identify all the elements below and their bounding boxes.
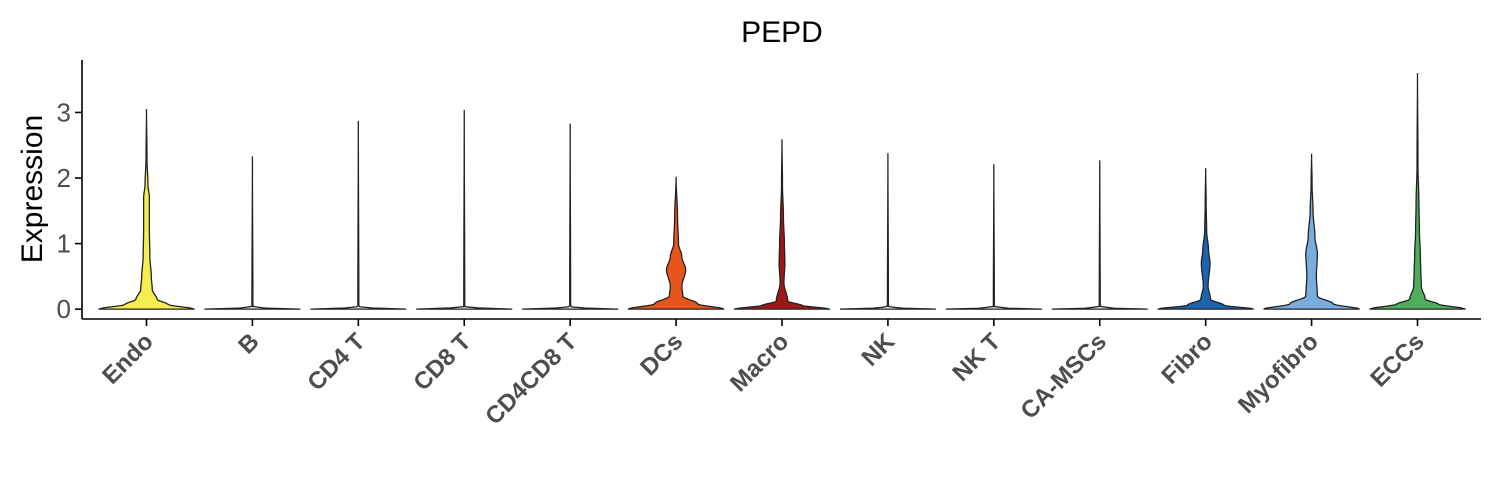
x-tick-label-endo: Endo (97, 328, 159, 390)
violin-cd4-t (310, 120, 407, 310)
x-tick-label-cd8-t: CD8 T (408, 328, 476, 396)
y-axis-label: Expression (16, 115, 49, 263)
x-tick-label-nk: NK (857, 328, 901, 372)
x-tick-label-ca-mscs: CA-MSCs (1016, 328, 1112, 424)
violin-b (204, 156, 301, 310)
x-tick-label-eccs: ECCs (1365, 328, 1429, 392)
violin-cd4cd8-t (522, 123, 619, 310)
violin-fibro (1157, 168, 1254, 310)
chart-title: PEPD (741, 16, 823, 49)
y-tick-label: 3 (57, 97, 71, 127)
x-tick-label-cd4cd8-t: CD4CD8 T (480, 328, 582, 430)
x-tick-label-dcs: DCs (635, 328, 688, 381)
y-tick-label: 2 (57, 163, 71, 193)
y-axis-ticks: 0 1 2 3 (57, 97, 82, 324)
violin-dcs (627, 176, 725, 310)
x-tick-label-nk-t: NK T (947, 328, 1006, 387)
violin-endo (98, 109, 195, 310)
x-tick-label-myofibro: Myofibro (1233, 328, 1324, 419)
x-tick-label-fibro: Fibro (1156, 328, 1218, 390)
x-axis-ticks: Endo B CD4 T CD8 T CD4CD8 T DCs Macro NK NK T CA-… (97, 319, 1430, 430)
violin-group (98, 73, 1466, 310)
violin-nk (839, 153, 936, 310)
violin-nk-t (945, 164, 1042, 310)
violin-cd8-t (416, 109, 513, 310)
violin-myofibro (1263, 153, 1360, 310)
x-tick-label-macro: Macro (725, 328, 794, 397)
violin-macro (733, 139, 831, 310)
y-tick-label: 1 (57, 229, 71, 259)
violin-ca-mscs (1051, 160, 1148, 310)
y-tick-label: 0 (57, 294, 71, 324)
violin-eccs (1369, 73, 1466, 310)
x-tick-label-cd4-t: CD4 T (302, 328, 370, 396)
x-tick-label-b: B (233, 328, 264, 359)
